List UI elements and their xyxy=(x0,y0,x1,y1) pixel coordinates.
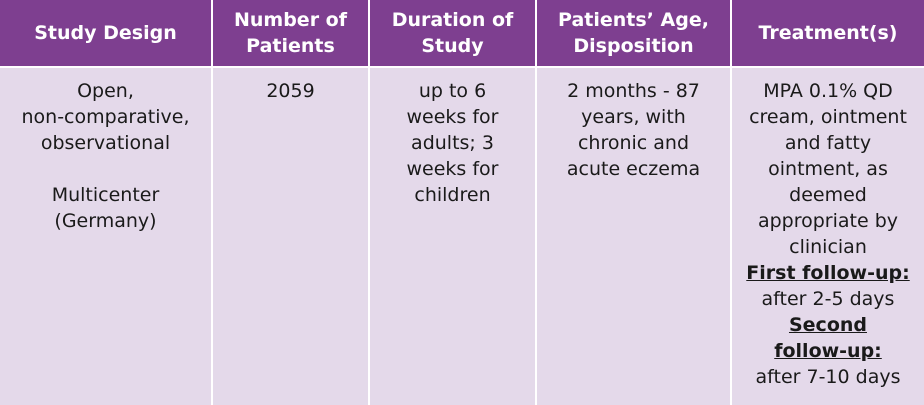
second-followup-label: Second xyxy=(788,314,867,336)
header-duration-of-study: Duration of Study xyxy=(369,0,537,68)
cell-text: Multicenter xyxy=(51,184,160,206)
cell-text: MPA 0.1% QD xyxy=(763,80,893,102)
cell-text: Open, xyxy=(77,80,134,102)
cell-patients-age: 2 months - 87 years, with chronic and ac… xyxy=(536,67,732,405)
cell-text: cream, ointment xyxy=(749,106,907,128)
cell-text: clinician xyxy=(789,236,867,258)
cell-text: observational xyxy=(40,132,171,154)
cell-text: 2 months - 87 xyxy=(567,80,700,102)
cell-text: chronic and xyxy=(577,132,690,154)
second-followup-value: after 7-10 days xyxy=(755,366,901,388)
cell-text: weeks for xyxy=(406,106,499,128)
header-text: Treatment(s) xyxy=(758,22,898,44)
header-row: Study Design Number of Patients Duration… xyxy=(0,0,924,68)
header-number-of-patients: Number of Patients xyxy=(212,0,370,68)
cell-text: deemed xyxy=(789,184,867,206)
cell-text: (Germany) xyxy=(54,210,157,232)
cell-number-of-patients: 2059 xyxy=(212,67,370,405)
cell-text: children xyxy=(414,184,491,206)
header-text: Patients’ Age, xyxy=(558,9,709,31)
header-treatments: Treatment(s) xyxy=(731,0,924,68)
header-text: Disposition xyxy=(573,35,694,57)
cell-text: acute eczema xyxy=(566,158,701,180)
second-followup-label: follow-up: xyxy=(774,340,882,362)
cell-text: and fatty xyxy=(784,132,872,154)
cell-text: weeks for xyxy=(406,158,499,180)
header-text: Patients xyxy=(246,35,335,57)
cell-text: years, with xyxy=(581,106,686,128)
first-followup-value: after 2-5 days xyxy=(761,288,895,310)
cell-study-design: Open, non-comparative, observational Mul… xyxy=(0,67,213,405)
cell-text: up to 6 xyxy=(418,80,487,102)
spacer xyxy=(4,156,207,182)
cell-duration: up to 6 weeks for adults; 3 weeks for ch… xyxy=(369,67,537,405)
header-text: Study Design xyxy=(34,22,177,44)
cell-text: 2059 xyxy=(266,80,315,102)
first-followup-label: First follow-up: xyxy=(746,262,910,284)
cell-text: adults; 3 xyxy=(411,132,494,154)
header-text: Study xyxy=(421,35,484,57)
header-text: Number of xyxy=(233,9,348,31)
cell-text: appropriate by xyxy=(757,210,899,232)
cell-text: ointment, as xyxy=(768,158,888,180)
cell-treatments: MPA 0.1% QD cream, ointment and fatty oi… xyxy=(731,67,924,405)
header-text: Duration of xyxy=(391,9,514,31)
header-patients-age-disposition: Patients’ Age, Disposition xyxy=(536,0,732,68)
header-study-design: Study Design xyxy=(0,0,213,68)
table-row: Open, non-comparative, observational Mul… xyxy=(0,67,924,405)
cell-text: non-comparative, xyxy=(21,106,190,128)
